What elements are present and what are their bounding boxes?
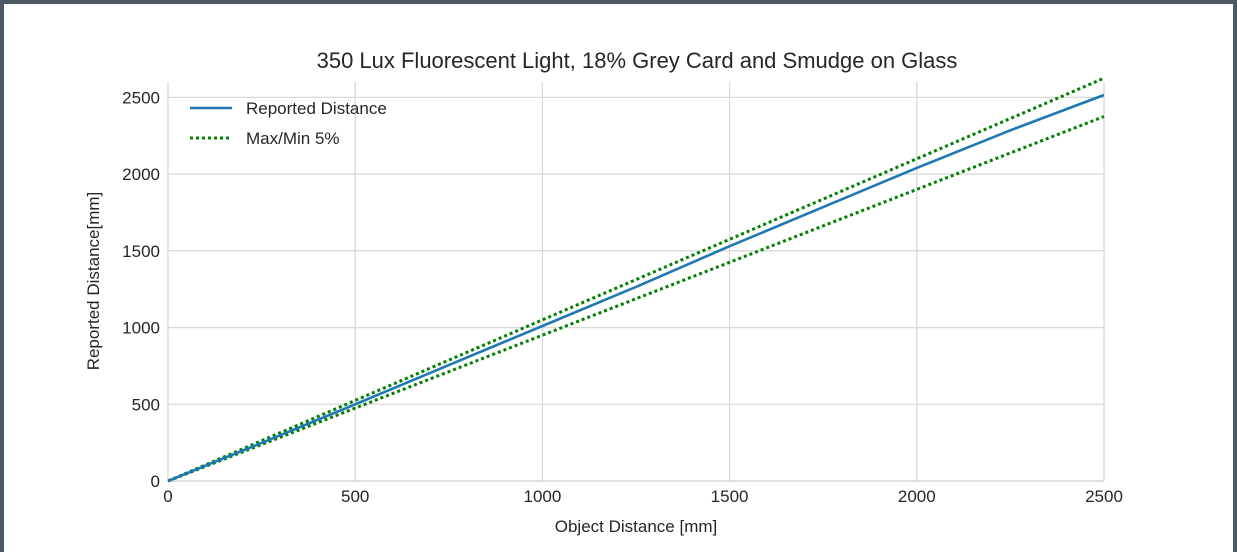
x-tick-label: 0 bbox=[163, 487, 172, 506]
x-axis-label: Object Distance [mm] bbox=[555, 517, 718, 536]
x-tick-label: 2500 bbox=[1085, 487, 1123, 506]
y-tick-label: 1000 bbox=[122, 319, 160, 338]
series-line-reported-distance bbox=[167, 93, 1105, 483]
series-line-bound bbox=[167, 76, 1105, 483]
y-tick-label: 1500 bbox=[122, 242, 160, 261]
y-tick-label: 500 bbox=[132, 395, 160, 414]
x-tick-label: 1000 bbox=[523, 487, 561, 506]
tick-labels: 0 500 1000 1500 2000 2500 0 500 1000 1500 2000 2500 bbox=[122, 88, 1123, 506]
y-tick-label: 0 bbox=[151, 472, 160, 491]
y-tick-label: 2500 bbox=[122, 88, 160, 107]
chart-title: 350 Lux Fluorescent Light, 18% Grey Card… bbox=[317, 48, 958, 73]
series-layer bbox=[167, 76, 1105, 483]
y-tick-label: 2000 bbox=[122, 165, 160, 184]
legend-label-max-min: Max/Min 5% bbox=[246, 129, 340, 148]
x-tick-label: 500 bbox=[341, 487, 369, 506]
x-tick-label: 2000 bbox=[898, 487, 936, 506]
x-tick-label: 1500 bbox=[711, 487, 749, 506]
y-axis-label: Reported Distance[mm] bbox=[84, 192, 103, 371]
legend: Reported Distance Max/Min 5% bbox=[190, 99, 387, 148]
series-line-bound bbox=[167, 115, 1105, 483]
legend-label-reported-distance: Reported Distance bbox=[246, 99, 387, 118]
